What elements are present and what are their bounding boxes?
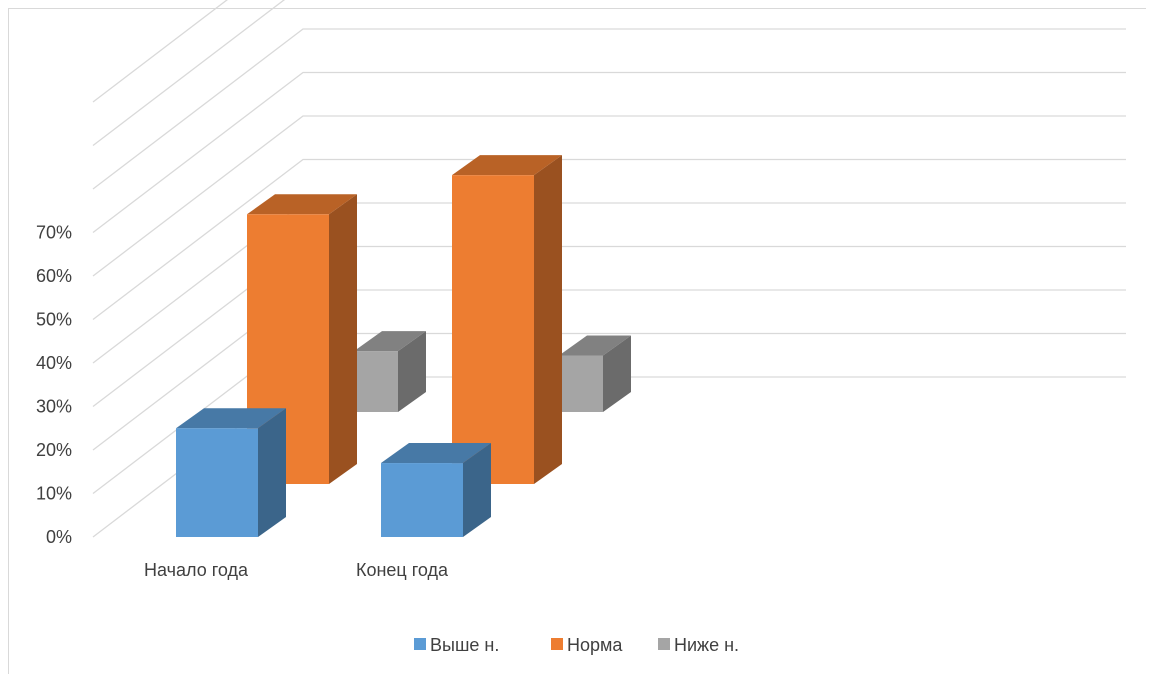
legend-label: Ниже н.: [674, 635, 739, 655]
legend: Выше н. Норма Ниже н.: [414, 635, 739, 655]
y-tick-label: 70%: [36, 223, 72, 243]
bar-Норма-Конец года: [452, 155, 562, 484]
bar-side: [534, 155, 562, 484]
legend-item: Ниже н.: [658, 635, 739, 655]
bar-Выше н.-Начало года: [176, 408, 286, 537]
bar-top: [247, 194, 357, 215]
bar-Норма-Начало года: [247, 194, 357, 485]
bars: [176, 155, 631, 537]
bar-Выше н.-Конец года: [381, 443, 491, 537]
bar-Ниже н.-Начало года: [354, 331, 426, 412]
category-label: Начало года: [144, 560, 249, 580]
y-tick-label: 20%: [36, 440, 72, 460]
bar-front: [559, 355, 603, 412]
bar-side: [258, 408, 286, 537]
gridline: [92, 0, 286, 147]
bar-top: [354, 331, 426, 352]
y-tick-label: 60%: [36, 266, 72, 286]
y-tick-label: 10%: [36, 484, 72, 504]
gridline: [92, 115, 1126, 277]
bar-side: [329, 194, 357, 485]
bar-side: [463, 443, 491, 537]
y-tick-label: 50%: [36, 310, 72, 330]
bar-side: [398, 331, 426, 412]
legend-swatch: [658, 638, 670, 650]
gridline: [92, 0, 228, 103]
legend-item: Выше н.: [414, 635, 499, 655]
y-tick-label: 40%: [36, 353, 72, 373]
bar-front: [381, 463, 463, 537]
chart-frame: [8, 8, 1146, 674]
legend-label: Норма: [567, 635, 623, 655]
bar-Ниже н.-Конец года: [559, 335, 631, 412]
bar-top: [176, 408, 286, 429]
bar-side: [603, 335, 631, 412]
bar-front: [176, 428, 258, 537]
category-label: Конец года: [356, 560, 449, 580]
gridline: [92, 28, 1126, 190]
bar-front: [354, 351, 398, 412]
legend-label: Выше н.: [430, 635, 499, 655]
gridline: [92, 71, 1126, 234]
x-axis-categories: Начало года Конец года: [144, 560, 449, 580]
bar-top: [381, 443, 491, 464]
y-tick-label: 0%: [46, 527, 72, 547]
bar-top: [452, 155, 562, 176]
gridline: [92, 158, 1126, 321]
legend-item: Норма: [551, 635, 623, 655]
bar-top: [559, 335, 631, 356]
legend-swatch: [551, 638, 563, 650]
y-tick-label: 30%: [36, 397, 72, 417]
legend-swatch: [414, 638, 426, 650]
y-axis-ticks: 0% 10% 20% 30% 40% 50% 60% 70%: [36, 223, 72, 548]
bar-front: [452, 175, 534, 484]
